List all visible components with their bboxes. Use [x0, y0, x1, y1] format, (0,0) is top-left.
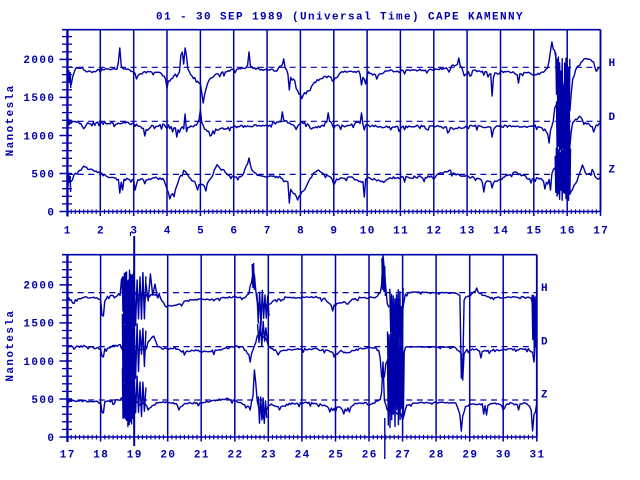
svg-text:27: 27 [395, 450, 411, 462]
svg-text:9: 9 [330, 226, 338, 238]
svg-text:24: 24 [295, 450, 311, 462]
svg-text:Nanotesla: Nanotesla [5, 310, 17, 382]
svg-text:17: 17 [60, 450, 76, 462]
svg-text:4: 4 [164, 226, 172, 238]
svg-text:H: H [541, 283, 549, 295]
svg-text:15: 15 [527, 226, 543, 238]
svg-text:10: 10 [360, 226, 376, 238]
svg-text:500: 500 [31, 395, 55, 407]
svg-text:14: 14 [493, 226, 509, 238]
svg-text:11: 11 [393, 226, 409, 238]
svg-text:30: 30 [496, 450, 512, 462]
svg-text:22: 22 [228, 450, 244, 462]
svg-text:12: 12 [427, 226, 443, 238]
svg-text:2: 2 [97, 226, 105, 238]
svg-text:19: 19 [127, 450, 143, 462]
svg-text:0: 0 [47, 433, 55, 445]
svg-text:3: 3 [130, 226, 138, 238]
svg-text:5: 5 [197, 226, 205, 238]
svg-text:20: 20 [160, 450, 176, 462]
svg-text:Z: Z [541, 390, 549, 402]
svg-text:D: D [609, 112, 617, 124]
svg-text:1500: 1500 [23, 319, 55, 331]
svg-text:13: 13 [460, 226, 476, 238]
svg-text:D: D [541, 337, 549, 349]
svg-text:1: 1 [64, 226, 72, 238]
svg-text:21: 21 [194, 450, 210, 462]
svg-text:16: 16 [560, 226, 576, 238]
svg-text:1500: 1500 [23, 93, 55, 105]
svg-text:01 - 30 SEP 1989 (Universal Ti: 01 - 30 SEP 1989 (Universal Time) CAPE K… [156, 12, 524, 24]
svg-text:1000: 1000 [23, 131, 55, 143]
svg-text:H: H [609, 58, 617, 70]
svg-text:28: 28 [429, 450, 445, 462]
svg-text:26: 26 [362, 450, 378, 462]
svg-text:25: 25 [328, 450, 344, 462]
svg-text:23: 23 [261, 450, 277, 462]
svg-text:Nanotesla: Nanotesla [5, 84, 17, 156]
svg-text:0: 0 [47, 207, 55, 219]
svg-text:1000: 1000 [23, 357, 55, 369]
svg-text:Z: Z [609, 165, 617, 177]
svg-text:31: 31 [530, 450, 546, 462]
svg-text:7: 7 [264, 226, 272, 238]
svg-text:18: 18 [93, 450, 109, 462]
svg-text:6: 6 [230, 226, 238, 238]
svg-text:2000: 2000 [23, 281, 55, 293]
svg-text:2000: 2000 [23, 55, 55, 67]
svg-text:500: 500 [31, 169, 55, 181]
svg-text:29: 29 [462, 450, 478, 462]
svg-text:8: 8 [297, 226, 305, 238]
svg-text:17: 17 [593, 226, 609, 238]
